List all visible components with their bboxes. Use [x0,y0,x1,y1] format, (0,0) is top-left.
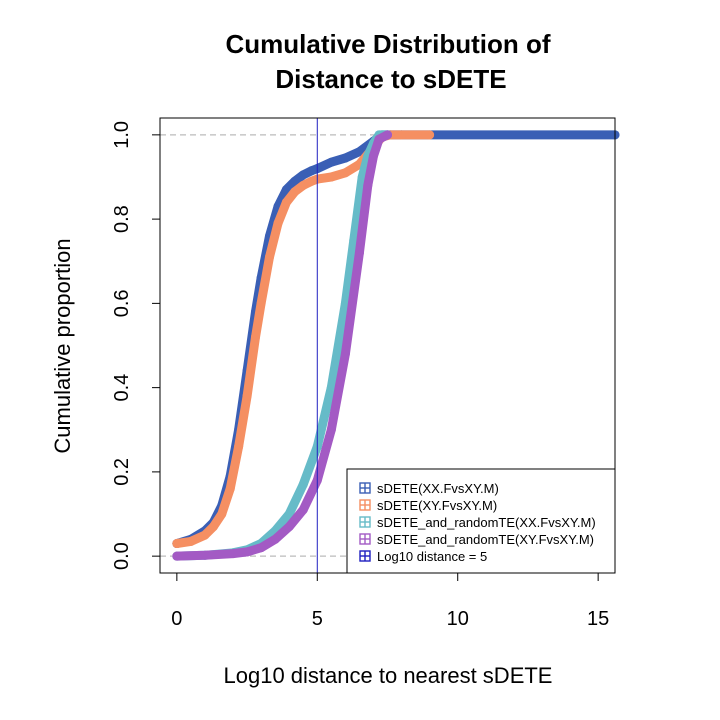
series-1-point [200,530,210,540]
series-0-point [290,176,300,186]
series-1-point [234,442,244,452]
y-axis: 0.0 0.2 0.4 0.6 0.8 1.0 [111,121,160,570]
series-0-point [326,157,336,167]
series-1-point [217,509,227,519]
series-1-point [250,332,260,342]
series-1-point [326,172,336,182]
y-tick-label: 0.0 [111,542,133,570]
series-1-point [281,197,291,207]
series-3-point [242,547,252,557]
legend-label: Log10 distance = 5 [377,549,487,564]
series-3-point [228,549,238,559]
series-3-point [326,425,336,435]
y-tick-label: 0.4 [111,374,133,402]
series-3-point [298,505,308,515]
series-1-point [172,539,182,549]
series-2-point [326,383,336,393]
series-line-3 [172,130,392,561]
series-0-point [281,185,291,195]
series-1-point [290,187,300,197]
series-0-point [298,170,308,180]
chart-title-line-1: Cumulative Distribution of [226,29,551,59]
y-tick-label: 1.0 [111,121,133,149]
series-3-point [172,551,182,561]
series-1-point [225,484,235,494]
series-1-point [256,298,266,308]
series-1-point [397,130,407,140]
y-axis-label: Cumulative proportion [50,238,75,453]
x-tick-label: 5 [312,608,323,630]
series-1-point [265,252,275,262]
series-1-point [242,391,252,401]
y-tick-label: 0.6 [111,289,133,317]
series-2-point [298,480,308,490]
series-0-point [340,153,350,163]
series-0-point [354,147,364,157]
series-3-point [270,534,280,544]
series-1-point [208,522,218,532]
legend-label: sDETE_and_randomTE(XY.FvsXY.M) [377,532,594,547]
legend-label: sDETE(XY.FvsXY.M) [377,498,497,513]
x-tick-label: 15 [587,608,609,630]
series-3-point [340,349,350,359]
y-tick-label: 0.8 [111,205,133,233]
series-2-point [349,235,359,245]
legend-label: sDETE(XX.FvsXY.M) [377,481,499,496]
series-3-point [354,248,364,258]
plot-area [160,118,620,573]
legend: sDETE(XX.FvsXY.M) sDETE(XY.FvsXY.M) sDETE_… [346,468,616,574]
series-3-point [363,180,373,190]
series-3-point [200,550,210,560]
x-axis: 0 5 10 15 [171,573,609,630]
series-1-point [273,218,283,228]
series-1-point [340,168,350,178]
legend-box [346,468,616,574]
series-1-point [298,180,308,190]
series-3-point [368,151,378,161]
series-3-point [374,134,384,144]
y-tick-label: 0.2 [111,458,133,486]
series-3-point [256,543,266,553]
x-axis-label: Log10 distance to nearest sDETE [224,663,553,688]
x-tick-label: 10 [447,608,469,630]
series-3-point [383,130,392,140]
series-1-point [425,130,435,140]
legend-label: sDETE_and_randomTE(XX.FvsXY.M) [377,515,596,530]
x-tick-label: 0 [171,608,182,630]
series-2-point [284,509,294,519]
series-3-point [284,522,294,532]
series-1-point [186,536,196,546]
chart-title-line-2: Distance to sDETE [275,64,506,94]
